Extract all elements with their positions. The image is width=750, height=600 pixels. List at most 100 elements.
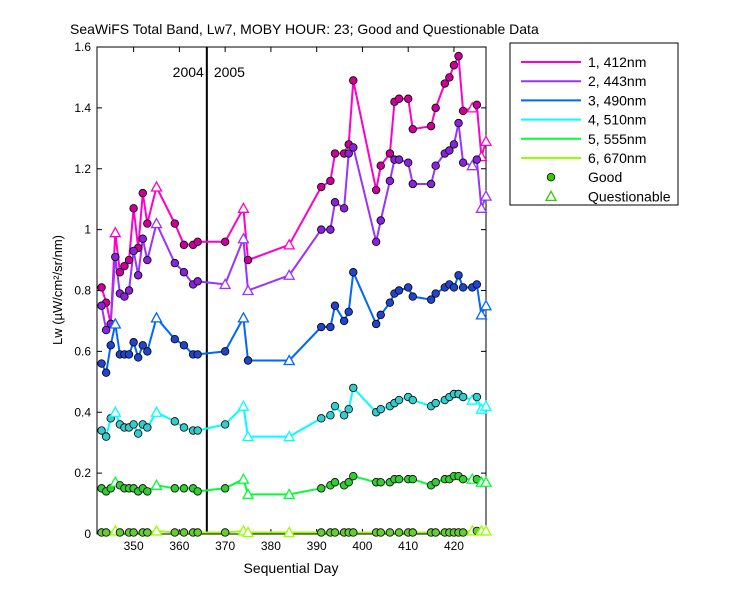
good-marker bbox=[143, 219, 152, 228]
good-marker bbox=[170, 219, 179, 228]
legend-label-1: 1, 412nm bbox=[588, 54, 646, 70]
y-tick-label: 1.4 bbox=[74, 101, 91, 115]
questionable-marker bbox=[150, 311, 163, 323]
good-marker bbox=[371, 319, 381, 329]
good-marker bbox=[170, 528, 179, 537]
good-marker bbox=[394, 286, 404, 295]
good-marker bbox=[458, 158, 468, 167]
good-marker bbox=[408, 395, 417, 405]
good-marker bbox=[394, 475, 404, 484]
good-marker bbox=[330, 149, 340, 158]
questionable-marker bbox=[479, 299, 493, 311]
good-marker bbox=[431, 161, 440, 170]
legend-label-5: 5, 555nm bbox=[588, 131, 646, 147]
questionable-marker bbox=[150, 524, 163, 536]
good-marker bbox=[170, 484, 179, 493]
year-divider: 2004 2005 bbox=[173, 47, 245, 534]
x-tick-label: 400 bbox=[352, 539, 372, 553]
y-tick-label: 0 bbox=[84, 527, 91, 541]
good-marker bbox=[376, 528, 385, 537]
x-tick-label: 410 bbox=[398, 539, 418, 553]
good-marker bbox=[385, 149, 395, 158]
questionable-marker bbox=[150, 478, 163, 490]
legend-label-3: 3, 490nm bbox=[588, 92, 646, 108]
questionable-marker bbox=[237, 472, 250, 484]
good-marker bbox=[133, 429, 143, 438]
good-marker bbox=[431, 528, 440, 537]
good-marker bbox=[385, 298, 395, 307]
questionable-marker bbox=[479, 524, 493, 536]
good-marker bbox=[133, 271, 143, 280]
questionable-marker bbox=[150, 405, 163, 417]
good-marker bbox=[454, 118, 463, 128]
legend-label-6: 6, 670nm bbox=[588, 150, 646, 166]
good-marker bbox=[97, 301, 106, 310]
good-marker bbox=[317, 484, 326, 493]
good-marker bbox=[179, 240, 189, 250]
good-marker bbox=[179, 484, 189, 493]
good-marker bbox=[385, 528, 395, 537]
x-tick-label: 360 bbox=[169, 539, 189, 553]
questionable-marker bbox=[466, 159, 479, 171]
good-marker bbox=[445, 73, 454, 82]
legend-label-good: Good bbox=[588, 169, 622, 185]
x-tick-label: 350 bbox=[124, 539, 144, 553]
good-marker bbox=[445, 146, 454, 155]
plot-area bbox=[96, 46, 487, 535]
good-marker bbox=[385, 176, 395, 186]
good-marker bbox=[143, 423, 152, 432]
x-tick-label: 370 bbox=[215, 539, 235, 553]
legend: 1, 412nm 2, 443nm 3, 490nm 4, 510nm 5, 555nm… bbox=[509, 42, 679, 206]
good-marker bbox=[458, 392, 468, 402]
good-marker bbox=[220, 237, 230, 246]
legend-label-4: 4, 510nm bbox=[588, 112, 646, 128]
questionable-marker bbox=[109, 226, 122, 238]
axis-ticks: 350 360 370 380 390 400 410 420 0 0.2 0.4 0.6 0.8 1 1.… bbox=[74, 40, 486, 553]
year-label-2005: 2005 bbox=[214, 64, 245, 80]
good-marker bbox=[326, 322, 335, 332]
good-marker bbox=[129, 204, 138, 213]
y-tick-label: 0.8 bbox=[74, 284, 91, 298]
questionable-marker bbox=[237, 311, 250, 323]
good-marker bbox=[129, 420, 138, 429]
y-tick-label: 0.4 bbox=[74, 405, 91, 419]
good-marker bbox=[101, 325, 111, 335]
good-marker bbox=[326, 411, 335, 420]
good-marker bbox=[220, 347, 230, 356]
good-marker bbox=[129, 528, 138, 537]
good-marker bbox=[193, 277, 202, 286]
good-marker bbox=[220, 484, 230, 493]
good-marker bbox=[349, 143, 358, 152]
good-marker bbox=[376, 478, 385, 487]
good-marker bbox=[138, 188, 147, 198]
good-marker bbox=[143, 255, 152, 265]
good-marker bbox=[317, 414, 326, 423]
questionable-marker bbox=[479, 399, 493, 411]
good-marker bbox=[111, 252, 120, 262]
good-marker bbox=[339, 411, 349, 420]
questionable-marker bbox=[241, 430, 255, 442]
good-marker bbox=[330, 401, 340, 411]
good-marker bbox=[243, 255, 253, 265]
good-marker bbox=[472, 280, 482, 289]
good-marker bbox=[330, 301, 340, 310]
good-marker bbox=[458, 528, 468, 537]
good-marker bbox=[124, 286, 134, 295]
good-marker bbox=[339, 204, 349, 213]
good-marker bbox=[138, 234, 147, 243]
good-marker bbox=[344, 307, 353, 317]
good-marker bbox=[120, 261, 129, 271]
questionable-marker bbox=[109, 405, 122, 417]
good-marker bbox=[376, 310, 385, 320]
good-marker bbox=[193, 487, 202, 496]
good-marker bbox=[220, 420, 230, 429]
good-marker bbox=[431, 289, 440, 298]
good-marker bbox=[449, 61, 459, 70]
good-marker bbox=[458, 283, 468, 292]
questionable-marker bbox=[283, 238, 296, 250]
good-marker bbox=[101, 432, 111, 441]
good-marker bbox=[129, 338, 138, 347]
y-tick-label: 1.6 bbox=[74, 40, 91, 54]
good-marker bbox=[408, 292, 417, 301]
good-marker bbox=[376, 405, 385, 414]
